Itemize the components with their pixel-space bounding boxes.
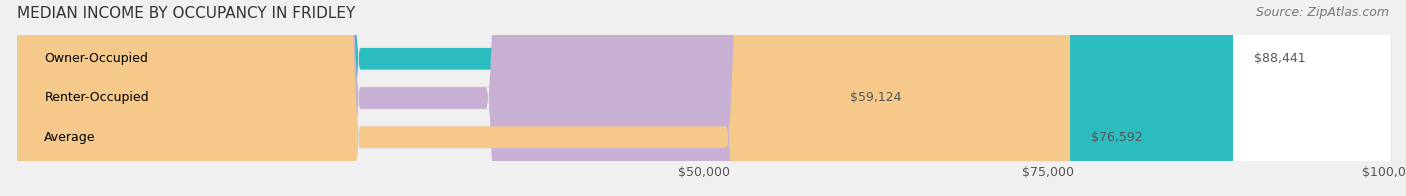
Text: $59,124: $59,124: [851, 92, 903, 104]
Text: Source: ZipAtlas.com: Source: ZipAtlas.com: [1256, 6, 1389, 19]
FancyBboxPatch shape: [17, 0, 1392, 196]
Text: Owner-Occupied: Owner-Occupied: [45, 52, 148, 65]
Text: MEDIAN INCOME BY OCCUPANCY IN FRIDLEY: MEDIAN INCOME BY OCCUPANCY IN FRIDLEY: [17, 6, 356, 21]
FancyBboxPatch shape: [17, 0, 1392, 196]
FancyBboxPatch shape: [17, 0, 830, 196]
Text: Average: Average: [45, 131, 96, 144]
FancyBboxPatch shape: [17, 0, 1392, 196]
Text: $76,592: $76,592: [1091, 131, 1142, 144]
FancyBboxPatch shape: [17, 0, 1233, 196]
Text: Renter-Occupied: Renter-Occupied: [45, 92, 149, 104]
Text: $88,441: $88,441: [1254, 52, 1305, 65]
FancyBboxPatch shape: [17, 0, 1070, 196]
